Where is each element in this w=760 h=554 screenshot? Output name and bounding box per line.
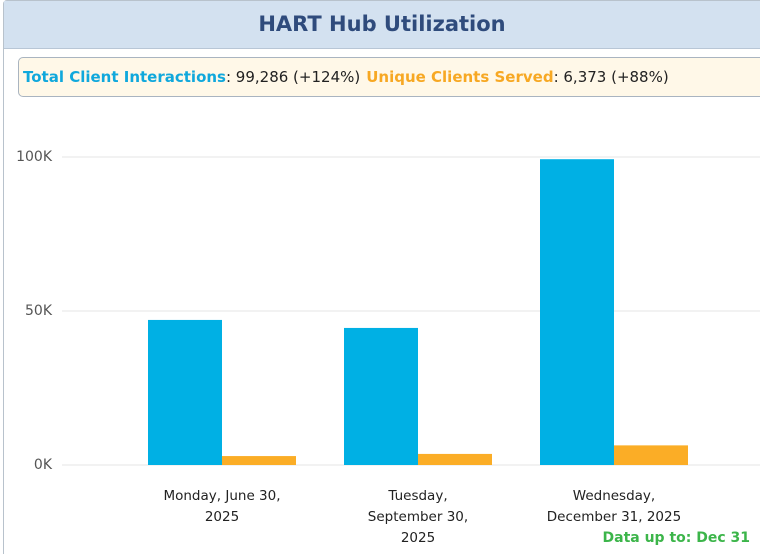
bar — [418, 453, 492, 465]
bar — [344, 327, 418, 465]
y-tick-label: 0K — [34, 457, 53, 473]
chart-title: HART Hub Utilization — [4, 1, 760, 49]
bar — [148, 319, 222, 465]
x-tick-label: Monday, June 30, 2025 — [163, 488, 281, 525]
bar — [540, 159, 614, 465]
y-tick-label: 100K — [16, 149, 53, 165]
y-tick-label: 50K — [25, 303, 53, 319]
panel — [3, 0, 760, 554]
total-value: : 99,286 (+124%) — [225, 68, 361, 86]
note: Data up to: Dec 31 — [602, 530, 751, 546]
x-tick-label: Tuesday, September 30, 2025 — [367, 488, 469, 546]
bar — [222, 456, 296, 465]
bar — [614, 445, 688, 465]
total-label: Total Client Interactions — [23, 68, 226, 86]
unique-value: : 6,373 (+88%) — [553, 68, 669, 86]
x-tick-label: Wednesday, December 31, 2025 — [546, 488, 682, 525]
summary: Total Client Interactions: 99,286 (+124%… — [18, 57, 760, 97]
unique-label: Unique Clients Served — [366, 68, 554, 86]
